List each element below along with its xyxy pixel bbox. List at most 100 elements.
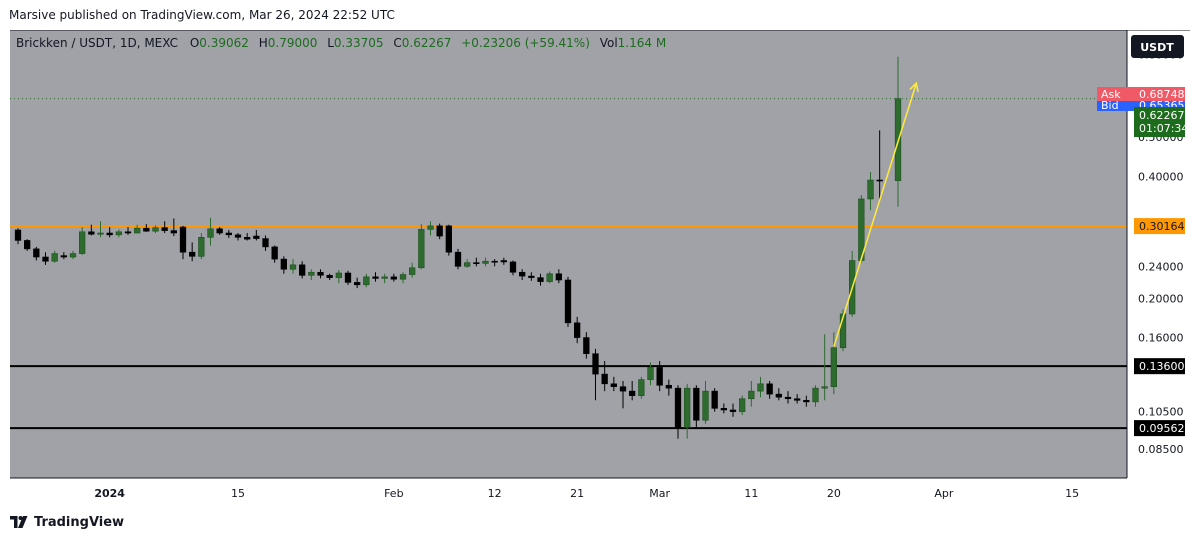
candle-body: [528, 275, 535, 278]
candle-body: [207, 228, 214, 238]
candle-body: [436, 225, 443, 237]
time-tick-label: 15: [231, 487, 245, 500]
candle-body: [14, 229, 22, 241]
candle-body: [775, 393, 782, 398]
candle-body: [335, 272, 342, 278]
candle-body: [308, 271, 315, 276]
time-tick-label: 2024: [94, 487, 125, 500]
candle-body: [674, 387, 682, 428]
candle-body: [876, 179, 883, 182]
horizontal-lines[interactable]: [10, 225, 1127, 430]
candle-body: [766, 383, 773, 395]
candle-body: [244, 237, 251, 240]
candle-body: [427, 225, 434, 230]
time-axis[interactable]: [10, 478, 1190, 507]
price-tick-label: 0.16000: [1138, 332, 1184, 345]
time-tick-label: 12: [488, 487, 502, 500]
candle-body: [69, 253, 77, 258]
legend-low-label: L: [327, 36, 334, 50]
candle-body: [693, 387, 700, 421]
resistance-label-bg: [1134, 218, 1185, 235]
trend-arrow-head: [909, 81, 919, 93]
price-tick-label: 0.08500: [1138, 443, 1184, 456]
candle-body: [867, 179, 874, 200]
candle-body: [564, 279, 572, 324]
candle-body: [757, 383, 764, 392]
time-tick-label: 21: [570, 487, 584, 500]
plot-area[interactable]: [10, 30, 1127, 478]
candle-body: [656, 367, 663, 386]
tradingview-logo-icon: [10, 516, 28, 528]
candle-body: [106, 232, 113, 236]
candle-body: [803, 400, 810, 403]
candle-body: [390, 276, 397, 280]
legend-high-label: H: [259, 36, 268, 50]
support-upper-label: 0.13600: [1139, 360, 1185, 373]
candle-body: [152, 227, 159, 232]
candle-body: [24, 240, 31, 250]
candle-body: [280, 258, 287, 270]
candle-body: [537, 277, 544, 282]
candle-body: [344, 272, 352, 283]
candle-body: [473, 262, 480, 264]
candle-body: [748, 390, 755, 400]
candle-body: [720, 408, 727, 411]
candlestick-chart[interactable]: 0.800000.500000.400000.240000.200000.160…: [10, 30, 1190, 507]
candle-body: [124, 231, 132, 234]
candle-body: [289, 264, 297, 270]
time-tick-label: 20: [827, 487, 841, 500]
candle-body: [271, 246, 278, 260]
chart-frame[interactable]: 0.800000.500000.400000.240000.200000.160…: [10, 30, 1190, 507]
currency-button-label: USDT: [1140, 41, 1174, 54]
legend-low-value: 0.33705: [334, 36, 384, 50]
ask-label-text: Ask: [1101, 88, 1121, 101]
candle-body: [299, 264, 306, 276]
candle-body: [115, 231, 122, 236]
candle-body: [326, 275, 333, 278]
candle-body: [610, 383, 617, 388]
publisher-credit: Marsive published on TradingView.com, Ma…: [9, 8, 395, 22]
candle-body: [253, 235, 260, 239]
candle-body: [88, 231, 95, 235]
candle-body: [812, 387, 819, 403]
candle-body: [574, 322, 581, 338]
legend-high-value: 0.79000: [268, 36, 318, 50]
symbol-legend[interactable]: Brickken / USDT, 1D, MEXC O0.39062 H0.79…: [16, 36, 666, 50]
price-tick-label: 0.40000: [1138, 170, 1184, 183]
time-tick-label: Feb: [384, 487, 403, 500]
trend-arrow-line: [833, 82, 918, 347]
time-tick-label: Mar: [649, 487, 670, 500]
candle-body: [170, 230, 177, 234]
candle-body: [491, 260, 498, 263]
legend-volume-value: 1.164 M: [618, 36, 667, 50]
candle-body: [198, 237, 205, 257]
candle-body: [79, 231, 86, 254]
candle-body: [464, 262, 471, 267]
candle-body: [189, 251, 196, 257]
candle-body: [381, 276, 388, 279]
candle-body: [372, 276, 379, 279]
candle-body: [317, 271, 324, 276]
candle-body: [821, 386, 828, 389]
candle-body: [702, 390, 709, 421]
candle-body: [684, 387, 691, 428]
candle-body: [546, 273, 553, 282]
price-tick-label: 0.10500: [1138, 406, 1184, 419]
candle-body: [839, 313, 847, 349]
candle-body: [179, 226, 187, 253]
trend-arrow[interactable]: [833, 81, 919, 347]
time-axis-ticks: 2024 15 Feb 12 21 Mar 11 20 Apr 15: [94, 487, 1079, 500]
candle-body: [134, 227, 141, 234]
candle-body: [262, 238, 269, 248]
currency-button[interactable]: USDT: [1131, 35, 1184, 58]
legend-open-label: O: [190, 36, 199, 50]
candle-body: [60, 255, 67, 258]
candle-body: [482, 260, 489, 264]
candle-body: [555, 273, 562, 281]
bid-label-text: Bid: [1101, 99, 1119, 112]
tradingview-brand: TradingView: [34, 515, 125, 530]
candle-body: [33, 248, 40, 258]
countdown-timer: 01:07:34: [1139, 122, 1188, 135]
candle-body: [42, 256, 49, 262]
candle-body: [500, 260, 507, 263]
